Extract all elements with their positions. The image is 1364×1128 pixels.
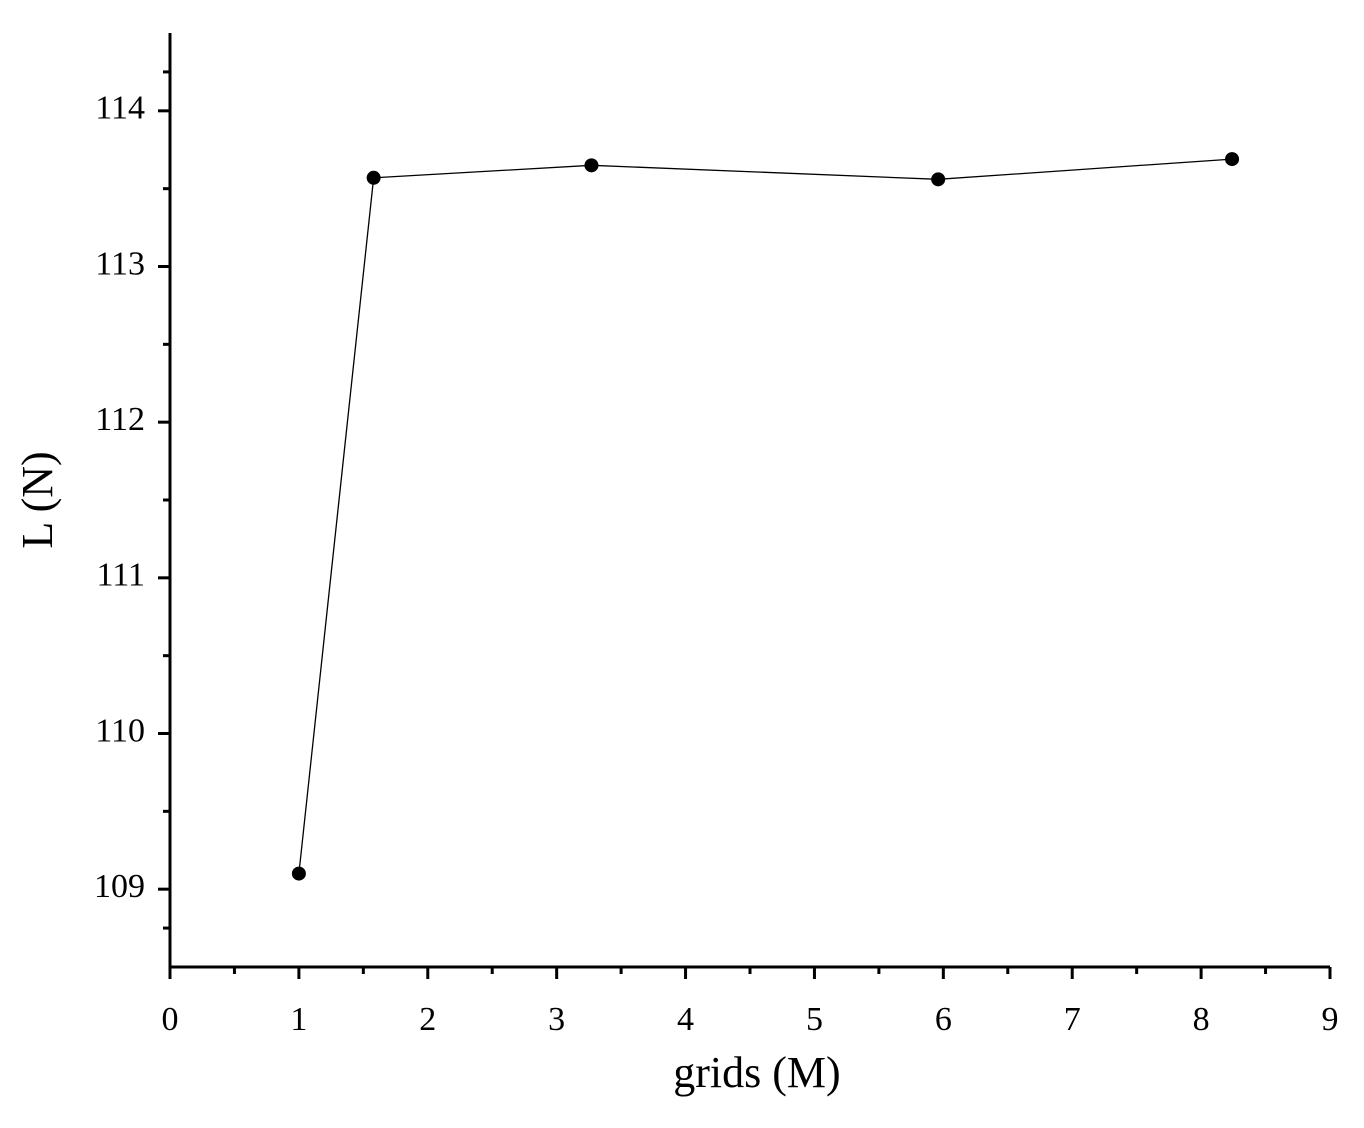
y-tick-label: 110 (95, 712, 145, 749)
x-tick-label: 7 (1064, 1001, 1081, 1038)
x-tick-label: 6 (935, 1001, 952, 1038)
y-tick-label: 112 (95, 401, 145, 438)
x-tick-label: 3 (548, 1001, 565, 1038)
x-tick-label: 4 (677, 1001, 694, 1038)
x-tick-label: 5 (806, 1001, 823, 1038)
y-axis-label: L (N) (13, 451, 62, 548)
point (1225, 152, 1240, 167)
point (584, 158, 599, 173)
x-tick-label: 0 (162, 1001, 179, 1038)
x-axis-label: grids (M) (673, 1048, 840, 1097)
y-tick-label: 114 (95, 90, 145, 127)
point (291, 866, 306, 881)
point (366, 170, 381, 185)
line (298, 158, 1233, 874)
x-tick-label: 1 (290, 1001, 307, 1038)
y-tick-label: 111 (97, 557, 145, 594)
x-tick-label: 2 (419, 1001, 436, 1038)
point (931, 172, 946, 187)
x-tick-label: 8 (1193, 1001, 1210, 1038)
y-tick-label: 113 (95, 245, 145, 282)
y-tick-label: 109 (94, 868, 145, 905)
x-tick-label: 9 (1322, 1001, 1339, 1038)
